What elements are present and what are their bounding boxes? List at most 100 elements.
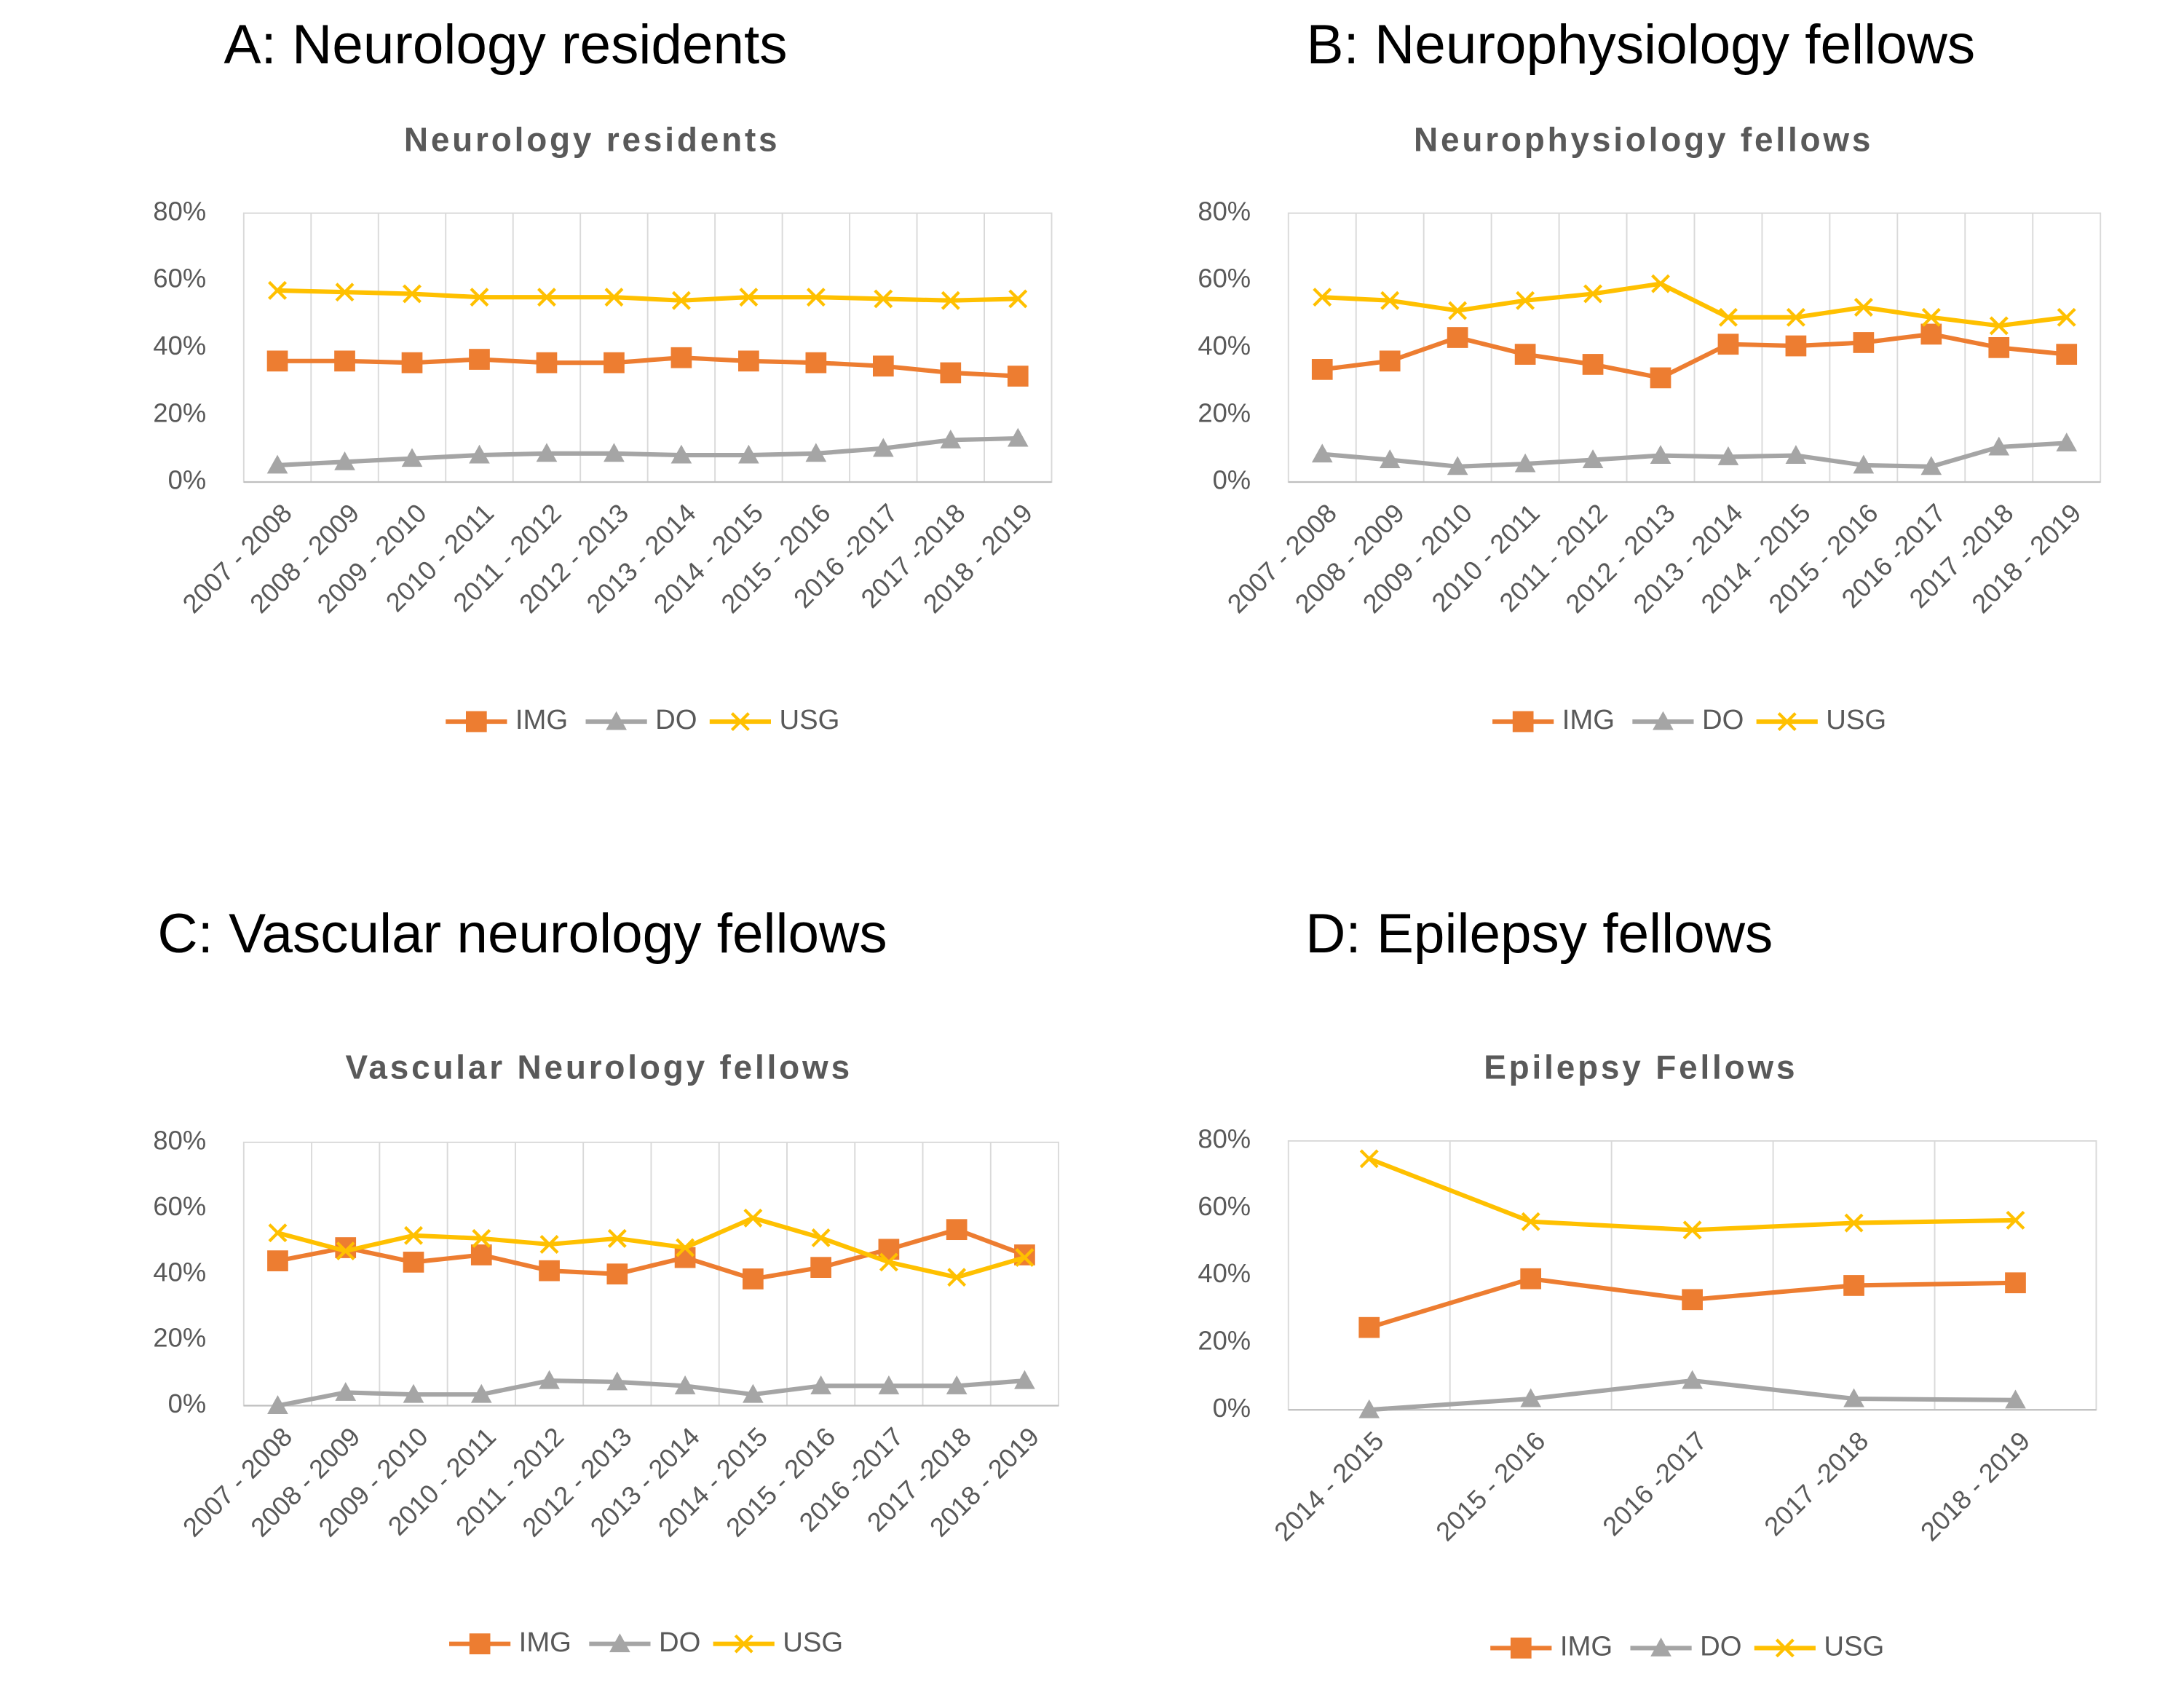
data-point: [266, 454, 288, 474]
series-line: [277, 288, 1018, 303]
data-point: [267, 1395, 288, 1414]
legend-marker: [465, 711, 487, 732]
chart-title: Vascular Neurology fellows: [345, 1049, 852, 1086]
data-point: [1920, 323, 1942, 345]
legend-entry: IMG: [1492, 704, 1615, 735]
data-point: [811, 1228, 831, 1247]
data-point: [1786, 307, 1805, 327]
legend-label: IMG: [1560, 1631, 1613, 1662]
data-point: [334, 451, 355, 470]
data-point: [403, 1252, 424, 1273]
data-point: [403, 1383, 424, 1403]
data-point: [1921, 307, 1941, 327]
data-point: [2005, 1389, 2026, 1409]
legend-label: IMG: [515, 704, 568, 735]
y-tick-label: 20%: [153, 398, 206, 427]
data-point: [947, 1268, 967, 1287]
y-tick-label: 40%: [153, 1257, 206, 1287]
data-point: [1514, 453, 1536, 473]
legend-entry: DO: [589, 1627, 700, 1658]
data-point: [738, 444, 759, 464]
data-point: [872, 438, 894, 457]
data-point: [806, 288, 826, 307]
legend-label: DO: [655, 704, 697, 735]
y-tick-label: 80%: [1198, 1124, 1251, 1154]
data-point: [1014, 1370, 1035, 1389]
data-point: [738, 350, 759, 372]
data-point: [2006, 1210, 2025, 1230]
data-point: [743, 1268, 764, 1290]
series-line: [1321, 331, 2068, 380]
series-line: [277, 1378, 1025, 1408]
x-tick-label: 2018 - 2019: [1915, 1426, 2035, 1547]
data-point: [940, 429, 962, 449]
legend-label: USG: [1826, 704, 1886, 735]
series-line: [1322, 281, 2068, 328]
data-point: [670, 444, 692, 464]
panel-title: B: Neurophysiology fellows: [1307, 14, 1976, 76]
data-point: [539, 1235, 559, 1254]
chart-title: Neurophysiology fellows: [1414, 120, 1873, 158]
legend-entry: USG: [709, 704, 839, 735]
y-tick-label: 40%: [153, 331, 206, 360]
legend-label: USG: [783, 1627, 843, 1658]
data-point: [1358, 1316, 1380, 1338]
data-point: [1447, 456, 1468, 475]
chart: D: Epilepsy fellows Epilepsy Fellows 0% 20%…: [1198, 903, 2097, 1662]
plot-border: [1287, 1140, 2097, 1411]
legend-label: DO: [1700, 1631, 1741, 1662]
data-point: [743, 1383, 764, 1403]
data-point: [604, 288, 624, 307]
data-point: [1008, 289, 1028, 309]
data-point: [1650, 445, 1671, 465]
data-point: [604, 443, 625, 462]
y-tick-label: 40%: [1198, 331, 1251, 360]
data-point: [335, 283, 355, 302]
y-tick-label: 0%: [168, 1389, 207, 1418]
series-line: [277, 1227, 1026, 1282]
y-tick-label: 60%: [153, 264, 206, 293]
data-point: [1015, 1248, 1034, 1268]
data-point: [674, 1247, 696, 1268]
data-point: [604, 352, 625, 374]
data-point: [266, 350, 288, 372]
data-point: [539, 1370, 560, 1389]
data-point: [267, 1250, 288, 1271]
chart-title: Neurology residents: [404, 120, 780, 158]
data-point: [1379, 449, 1401, 469]
data-point: [2056, 344, 2078, 365]
data-point: [1007, 427, 1029, 447]
chart: A: Neurology residents Neurology resident…: [153, 14, 1053, 735]
data-point: [946, 1375, 968, 1394]
legend-entry: IMG: [449, 1627, 571, 1658]
data-point: [1521, 1212, 1540, 1231]
data-point: [1313, 288, 1332, 307]
data-point: [2056, 433, 2078, 451]
data-point: [1682, 1289, 1703, 1311]
data-point: [1514, 344, 1536, 365]
data-point: [1359, 1149, 1379, 1169]
data-point: [268, 1223, 288, 1243]
legend-label: DO: [1702, 704, 1744, 735]
y-tick-label: 20%: [153, 1323, 206, 1353]
legend-marker: [730, 712, 750, 732]
data-point: [1988, 337, 2010, 358]
data-point: [470, 1244, 492, 1265]
data-point: [1989, 316, 2009, 336]
legend-entry: DO: [585, 704, 697, 735]
data-point: [539, 1260, 560, 1282]
legend-entry: IMG: [446, 704, 568, 735]
legend-entry: DO: [1632, 704, 1744, 735]
y-tick-label: 60%: [153, 1191, 206, 1221]
data-point: [674, 1375, 696, 1394]
data-point: [1358, 1399, 1380, 1418]
series-line: [1368, 1156, 2016, 1233]
chart: B: Neurophysiology fellows Neurophysiolog…: [1198, 14, 2102, 735]
y-tick-label: 80%: [1198, 196, 1251, 226]
data-point: [946, 1219, 968, 1241]
y-tick-label: 0%: [168, 465, 207, 495]
y-tick-label: 60%: [1198, 264, 1251, 293]
legend-marker: [606, 711, 627, 730]
x-tick-label: 2016 -2017: [1597, 1426, 1712, 1541]
